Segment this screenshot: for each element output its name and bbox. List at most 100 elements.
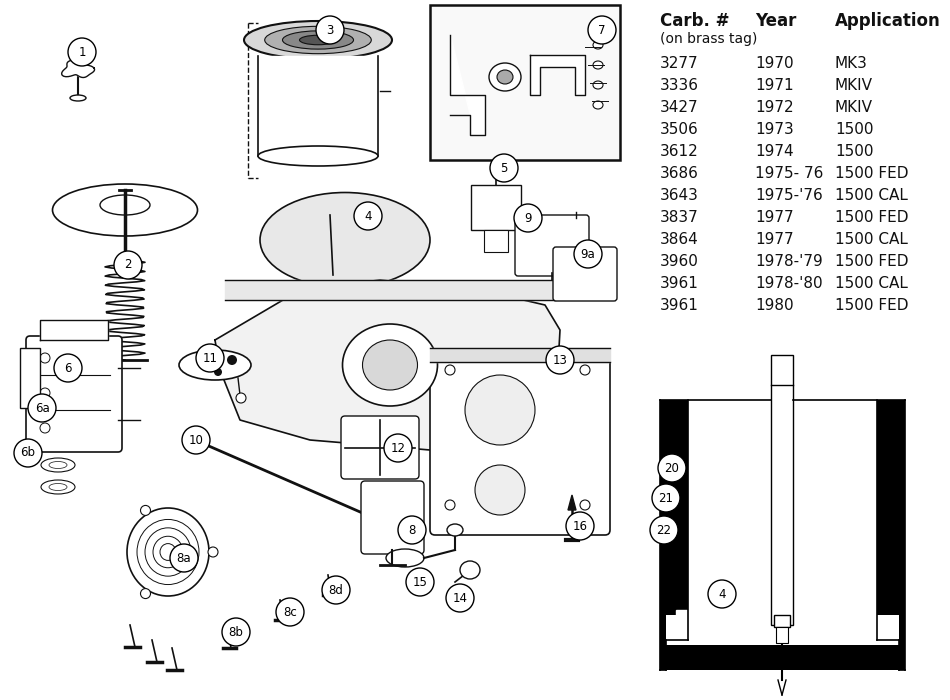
- Circle shape: [475, 465, 525, 515]
- Circle shape: [398, 516, 426, 544]
- Text: 1977: 1977: [755, 210, 793, 225]
- Circle shape: [652, 484, 680, 512]
- Text: 6b: 6b: [21, 447, 35, 459]
- FancyBboxPatch shape: [430, 350, 610, 535]
- Polygon shape: [450, 35, 485, 135]
- Circle shape: [227, 355, 237, 365]
- Circle shape: [354, 202, 382, 230]
- Text: (on brass tag): (on brass tag): [660, 32, 757, 46]
- Bar: [877, 400, 905, 670]
- Circle shape: [445, 365, 455, 375]
- Circle shape: [170, 544, 198, 572]
- Text: 8b: 8b: [229, 626, 243, 638]
- Text: 1500: 1500: [835, 144, 873, 159]
- Text: 1500 FED: 1500 FED: [835, 166, 908, 181]
- Ellipse shape: [127, 508, 209, 596]
- Ellipse shape: [258, 146, 378, 166]
- Ellipse shape: [593, 41, 603, 49]
- FancyBboxPatch shape: [515, 215, 589, 276]
- Circle shape: [708, 580, 736, 608]
- Ellipse shape: [447, 524, 463, 536]
- Circle shape: [406, 568, 434, 596]
- Text: 3961: 3961: [660, 298, 699, 313]
- Ellipse shape: [265, 27, 371, 54]
- Circle shape: [490, 154, 518, 182]
- Polygon shape: [225, 280, 555, 300]
- FancyBboxPatch shape: [341, 416, 419, 479]
- Ellipse shape: [49, 461, 67, 468]
- Text: 1978-'79: 1978-'79: [755, 254, 823, 269]
- Circle shape: [566, 512, 594, 540]
- Circle shape: [650, 516, 678, 544]
- Text: 3: 3: [326, 24, 333, 36]
- Text: 20: 20: [665, 461, 679, 475]
- Circle shape: [68, 38, 96, 66]
- Ellipse shape: [593, 61, 603, 69]
- Circle shape: [40, 353, 50, 363]
- Circle shape: [445, 500, 455, 510]
- Bar: [688, 400, 877, 645]
- Ellipse shape: [363, 340, 417, 390]
- Bar: [771, 355, 793, 625]
- Text: 1972: 1972: [755, 100, 793, 115]
- Ellipse shape: [100, 195, 150, 215]
- Circle shape: [40, 388, 50, 398]
- Text: 1973: 1973: [755, 122, 794, 137]
- Circle shape: [580, 365, 590, 375]
- Text: 21: 21: [658, 491, 674, 505]
- Polygon shape: [676, 610, 688, 625]
- Circle shape: [322, 576, 350, 604]
- Circle shape: [208, 547, 218, 557]
- Ellipse shape: [41, 458, 75, 472]
- Text: 1971: 1971: [755, 78, 793, 93]
- Text: 9a: 9a: [580, 248, 596, 260]
- Text: 22: 22: [656, 524, 672, 536]
- Text: Carb. #: Carb. #: [660, 12, 730, 30]
- Circle shape: [465, 375, 535, 445]
- Circle shape: [28, 394, 56, 422]
- Text: 3686: 3686: [660, 166, 699, 181]
- Text: 6: 6: [65, 361, 72, 374]
- Text: 3336: 3336: [660, 78, 699, 93]
- Text: 1500 CAL: 1500 CAL: [835, 276, 908, 291]
- FancyBboxPatch shape: [361, 481, 424, 554]
- Circle shape: [214, 368, 222, 376]
- Text: 1: 1: [78, 46, 86, 59]
- Text: 8c: 8c: [283, 606, 296, 619]
- Text: 1978-'80: 1978-'80: [755, 276, 823, 291]
- Text: 5: 5: [501, 162, 507, 174]
- Bar: [688, 645, 877, 670]
- Polygon shape: [530, 55, 585, 95]
- Text: 3506: 3506: [660, 122, 699, 137]
- Text: 3837: 3837: [660, 210, 699, 225]
- Text: 11: 11: [202, 351, 218, 365]
- Ellipse shape: [497, 70, 513, 84]
- Ellipse shape: [70, 95, 86, 101]
- Text: 3277: 3277: [660, 56, 698, 71]
- FancyBboxPatch shape: [553, 247, 617, 301]
- FancyBboxPatch shape: [26, 336, 122, 452]
- Ellipse shape: [593, 81, 603, 89]
- Bar: [666, 615, 688, 645]
- Text: 3864: 3864: [660, 232, 699, 247]
- Text: 1980: 1980: [755, 298, 793, 313]
- Circle shape: [580, 500, 590, 510]
- Circle shape: [141, 505, 150, 515]
- Text: 4: 4: [364, 209, 371, 223]
- Circle shape: [14, 439, 42, 467]
- Text: 1500 FED: 1500 FED: [835, 210, 908, 225]
- Circle shape: [588, 16, 616, 44]
- Text: 3961: 3961: [660, 276, 699, 291]
- Circle shape: [574, 240, 602, 268]
- Circle shape: [196, 344, 224, 372]
- Ellipse shape: [489, 63, 521, 91]
- Polygon shape: [258, 56, 378, 156]
- Ellipse shape: [244, 21, 392, 59]
- Text: Application: Application: [835, 12, 940, 30]
- Text: 4: 4: [718, 587, 726, 601]
- Circle shape: [182, 426, 210, 454]
- Bar: [774, 615, 790, 627]
- Polygon shape: [215, 280, 560, 450]
- Text: 1500: 1500: [835, 122, 873, 137]
- Bar: [660, 400, 688, 670]
